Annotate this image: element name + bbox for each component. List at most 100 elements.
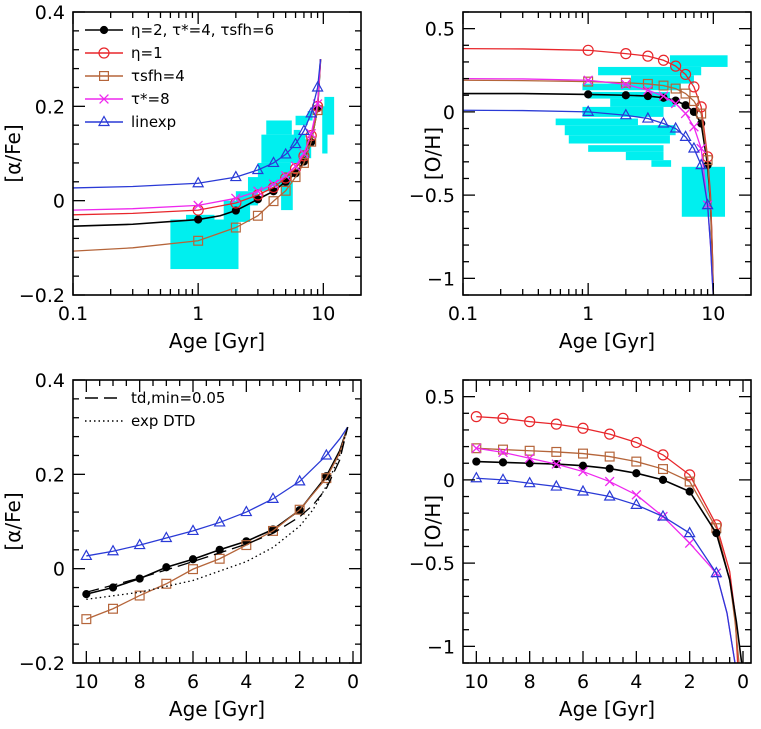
- data-point-eta1: [470, 411, 482, 423]
- data-point-tau_sfh4: [134, 590, 145, 601]
- data-point-tau_star8: [680, 108, 691, 119]
- data-point-eta1: [679, 68, 692, 81]
- observation-box: [625, 151, 664, 161]
- x-tick-label: 0.1: [58, 303, 88, 325]
- data-point-tau_star8: [230, 193, 241, 204]
- legend-label-baseline: η=2, τ*=4, τsfh=6: [131, 21, 274, 39]
- data-point-linexp: [683, 526, 696, 538]
- data-point-tau_sfh4: [583, 76, 594, 87]
- x-tick-label: 4: [240, 671, 252, 693]
- data-point-tau_star8: [280, 170, 291, 181]
- data-point-tau_sfh4: [620, 77, 631, 88]
- data-point-linexp: [603, 489, 616, 501]
- data-point-linexp: [679, 130, 692, 141]
- legend: η=2, τ*=4, τsfh=6 η=1 τsfh=4 τ*=8 linexp: [85, 21, 274, 131]
- data-point-linexp: [186, 524, 200, 536]
- y-tick-label: −1: [427, 636, 455, 658]
- data-point-tau_star8: [299, 148, 309, 159]
- plot-frame: [462, 11, 752, 296]
- data-point-baseline: [584, 90, 593, 99]
- data-point-tau_sfh4: [551, 446, 562, 457]
- data-point-tau_star8: [193, 200, 204, 211]
- data-point-linexp: [305, 106, 318, 118]
- data-point-linexp: [293, 474, 306, 486]
- data-point-linexp: [496, 473, 510, 484]
- data-point-tau_sfh4: [107, 603, 118, 614]
- observation-box: [186, 214, 215, 232]
- data-point-baseline: [621, 91, 630, 100]
- x-axis-label: Age [Gyr]: [169, 329, 265, 353]
- data-point-tau_sfh4: [161, 578, 172, 589]
- observation-box: [324, 96, 335, 135]
- data-point-baseline: [231, 206, 240, 215]
- y-tick-label: 0: [443, 470, 455, 492]
- series-line-eta1: [476, 415, 739, 663]
- data-point-baseline: [712, 529, 721, 538]
- observation-box: [303, 139, 312, 159]
- y-axis-label: [O/H]: [421, 495, 445, 548]
- data-point-tau_star8: [471, 443, 482, 454]
- plot-frame: [72, 379, 362, 664]
- legend-label-exp_dtd: exp DTD: [131, 412, 195, 430]
- data-point-linexp: [240, 505, 253, 517]
- legend-marker-baseline: [99, 25, 109, 35]
- legend-label-linexp: linexp: [131, 113, 176, 131]
- data-point-linexp: [701, 198, 714, 210]
- data-point-baseline: [525, 459, 534, 468]
- x-axis-label: Age [Gyr]: [559, 329, 655, 353]
- data-point-eta1: [298, 150, 310, 162]
- data-point-linexp: [695, 158, 708, 170]
- data-point-tau_star8: [551, 459, 562, 469]
- y-axis-label: [α/Fe]: [1, 492, 25, 550]
- data-point-tau_sfh4: [498, 444, 509, 455]
- y-tick-label: 0: [53, 191, 65, 213]
- observation-box: [669, 55, 728, 67]
- observation-box: [582, 106, 664, 117]
- data-point-eta1: [684, 469, 696, 481]
- data-point-tau_sfh4: [604, 451, 615, 462]
- data-point-tau_sfh4: [680, 88, 691, 99]
- legend-label-tau_star8: τ*=8: [131, 90, 170, 108]
- y-tick-label: 0.5: [425, 387, 455, 409]
- data-point-linexp: [669, 121, 682, 133]
- data-point-eta1: [267, 181, 280, 194]
- observation-box: [295, 115, 308, 126]
- data-point-tau_sfh4: [81, 614, 92, 625]
- data-point-eta1: [620, 48, 632, 60]
- x-tick-label: 8: [524, 671, 536, 693]
- data-point-baseline: [605, 464, 614, 473]
- data-point-tau_star8: [620, 79, 631, 90]
- data-point-tau_star8: [268, 179, 279, 190]
- data-point-tau_sfh4: [577, 448, 588, 459]
- y-axis-label: [α/Fe]: [1, 124, 25, 182]
- data-point-eta1: [642, 50, 654, 62]
- data-point-linexp: [266, 492, 280, 503]
- legend-label-tau_sfh4: τsfh=4: [131, 67, 185, 85]
- data-point-baseline: [643, 91, 652, 101]
- data-point-tau_star8: [578, 466, 588, 477]
- series-group: [80, 426, 349, 625]
- legend-marker-linexp: [97, 115, 111, 127]
- data-point-eta1: [670, 60, 682, 72]
- data-point-linexp: [160, 531, 173, 543]
- data-point-linexp: [213, 515, 226, 527]
- data-point-eta1: [577, 422, 589, 434]
- data-point-tau_sfh4: [696, 108, 707, 119]
- data-point-linexp: [619, 108, 632, 120]
- panel-o-h-linear-age: 10 8 6 4 2 0 −1 −0.5 0 0.5 Age [Gyr] [O/H]: [409, 379, 752, 721]
- series-line-linexp: [476, 477, 736, 663]
- data-point-eta1: [688, 81, 700, 93]
- y-tick-label: 0.2: [35, 96, 65, 118]
- data-point-eta1: [657, 449, 669, 461]
- data-point-baseline: [135, 574, 144, 583]
- data-point-baseline: [689, 107, 699, 116]
- data-point-tau_sfh4: [658, 80, 669, 91]
- series-line-tau_star8: [73, 59, 322, 211]
- series-group: [463, 44, 715, 295]
- x-tick-label: 10: [74, 671, 98, 693]
- series-line-linexp: [86, 426, 349, 557]
- data-point-tau_star8: [689, 122, 699, 132]
- data-point-eta1: [524, 416, 536, 428]
- y-tick-label: −0.2: [19, 653, 65, 675]
- y-tick-label: 0.5: [425, 19, 455, 41]
